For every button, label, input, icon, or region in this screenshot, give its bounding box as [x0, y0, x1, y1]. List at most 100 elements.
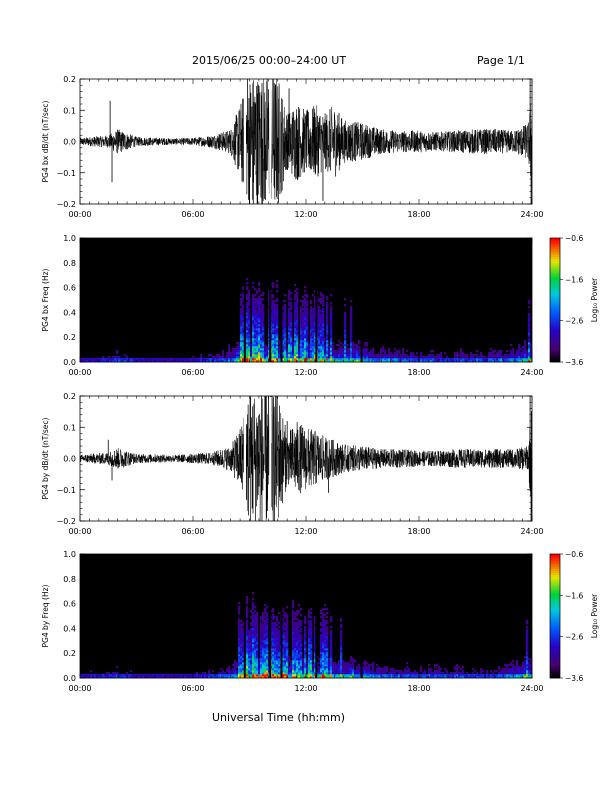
bx-freq-cell [280, 348, 282, 350]
by-freq-cell [338, 674, 340, 676]
by-freq-cell [236, 674, 238, 676]
bx-freq-cell [352, 358, 354, 360]
by-freq-cell [274, 638, 276, 640]
bx-freq-cell [500, 356, 502, 358]
by-freq-cell [520, 670, 522, 672]
by-freq-cell [256, 622, 258, 624]
by-freq-cell [254, 660, 256, 662]
by-freq-cell [524, 660, 526, 662]
by-freq-cell [320, 646, 322, 648]
by-freq-cell [126, 674, 128, 676]
bx-freq-cell [370, 360, 372, 362]
by-freq-data-gap [269, 554, 271, 678]
bx-freq-cell [320, 292, 322, 294]
by-freq-cell [448, 676, 450, 678]
by-freq-cell [322, 628, 324, 630]
by-freq-cell [314, 676, 316, 678]
by-freq-cell [310, 640, 312, 642]
bx-freq-cell [288, 310, 290, 312]
by-freq-cell [246, 638, 248, 640]
bx-freq-cell [500, 354, 502, 356]
by-freq-cell [328, 658, 330, 660]
by-freq-cell [242, 624, 244, 626]
bx-freq-cell [240, 294, 242, 296]
by-freq-cell [304, 664, 306, 666]
bx-freq-cell [86, 360, 88, 362]
bx-freq-cell [248, 326, 250, 328]
by-freq-cell [256, 624, 258, 626]
bx-freq-cell [248, 328, 250, 330]
bx-freq-cell [350, 358, 352, 360]
by-freq-cell [248, 644, 250, 646]
bx-freq-cell [268, 356, 270, 358]
bx-freq-cell [262, 342, 264, 344]
bx-freq-cell [246, 346, 248, 348]
bx-freq-cell [258, 304, 260, 306]
by-freq-cell [272, 664, 274, 666]
by-freq-cell [286, 640, 288, 642]
bx-freq-cell [262, 356, 264, 358]
bx-freq-cell [344, 350, 346, 352]
by-freq-cell [306, 662, 308, 664]
bx-freq-cell [314, 322, 316, 324]
bx-freq-cell [330, 302, 332, 304]
by-freq-cell [310, 646, 312, 648]
bx-freq-cell [284, 318, 286, 320]
by-freq-cell [314, 658, 316, 660]
by-freq-cell [436, 674, 438, 676]
by-freq-cell [226, 676, 228, 678]
by-freq-cell [414, 676, 416, 678]
bx-freq-cell [256, 306, 258, 308]
bx-freq-cell [520, 352, 522, 354]
bx-freq-cell [244, 310, 246, 312]
by-freq-cell [250, 632, 252, 634]
by-freq-cell [346, 670, 348, 672]
bx-freq-cell [294, 336, 296, 338]
by-freq-cell [298, 676, 300, 678]
bx-freq-cell [342, 352, 344, 354]
by-freq-cell [266, 658, 268, 660]
bx-freq-cell [258, 282, 260, 284]
bx-freq-cell [254, 330, 256, 332]
by-freq-cell [506, 664, 508, 666]
by-freq-cell [280, 668, 282, 670]
bx-freq-cell [326, 304, 328, 306]
bx-freq-cell [386, 356, 388, 358]
bx-freq-cell [272, 326, 274, 328]
bx-freq-cell [368, 352, 370, 354]
by-freq-cell [350, 668, 352, 670]
bx-freq-cell [434, 360, 436, 362]
bx-freq-cell [252, 296, 254, 298]
by-freq-cell [270, 622, 272, 624]
bx-freq-cell [322, 358, 324, 360]
bx-freq-cell [326, 340, 328, 342]
by-freq-cell [264, 648, 266, 650]
by-freq-cell [282, 644, 284, 646]
by-freq-cell [508, 664, 510, 666]
by-freq-cell [294, 674, 296, 676]
by-freq-cell [350, 658, 352, 660]
by-freq-cell [376, 672, 378, 674]
bx-freq-cell [302, 352, 304, 354]
by-freq-cell [270, 634, 272, 636]
bx-freq-cell [304, 338, 306, 340]
bx-freq-cell [284, 300, 286, 302]
by-freq-cell [266, 672, 268, 674]
by-freq-cell [236, 662, 238, 664]
by-freq-cell [324, 668, 326, 670]
by-freq-cell [522, 668, 524, 670]
by-freq-cell [298, 656, 300, 658]
by-freq-cell [178, 674, 180, 676]
by-freq-cell [504, 668, 506, 670]
by-freq-colorbar-cell [550, 564, 560, 566]
by-freq-cell [276, 624, 278, 626]
by-freq-cell [244, 674, 246, 676]
by-freq-cell [284, 612, 286, 614]
by-freq-cell [322, 656, 324, 658]
bx-freq-cell [362, 348, 364, 350]
bx-freq-cell [126, 360, 128, 362]
bx-freq-cell [178, 360, 180, 362]
bx-freq-cell [316, 348, 318, 350]
bx-freq-cell [252, 300, 254, 302]
bx-freq-cell [268, 314, 270, 316]
